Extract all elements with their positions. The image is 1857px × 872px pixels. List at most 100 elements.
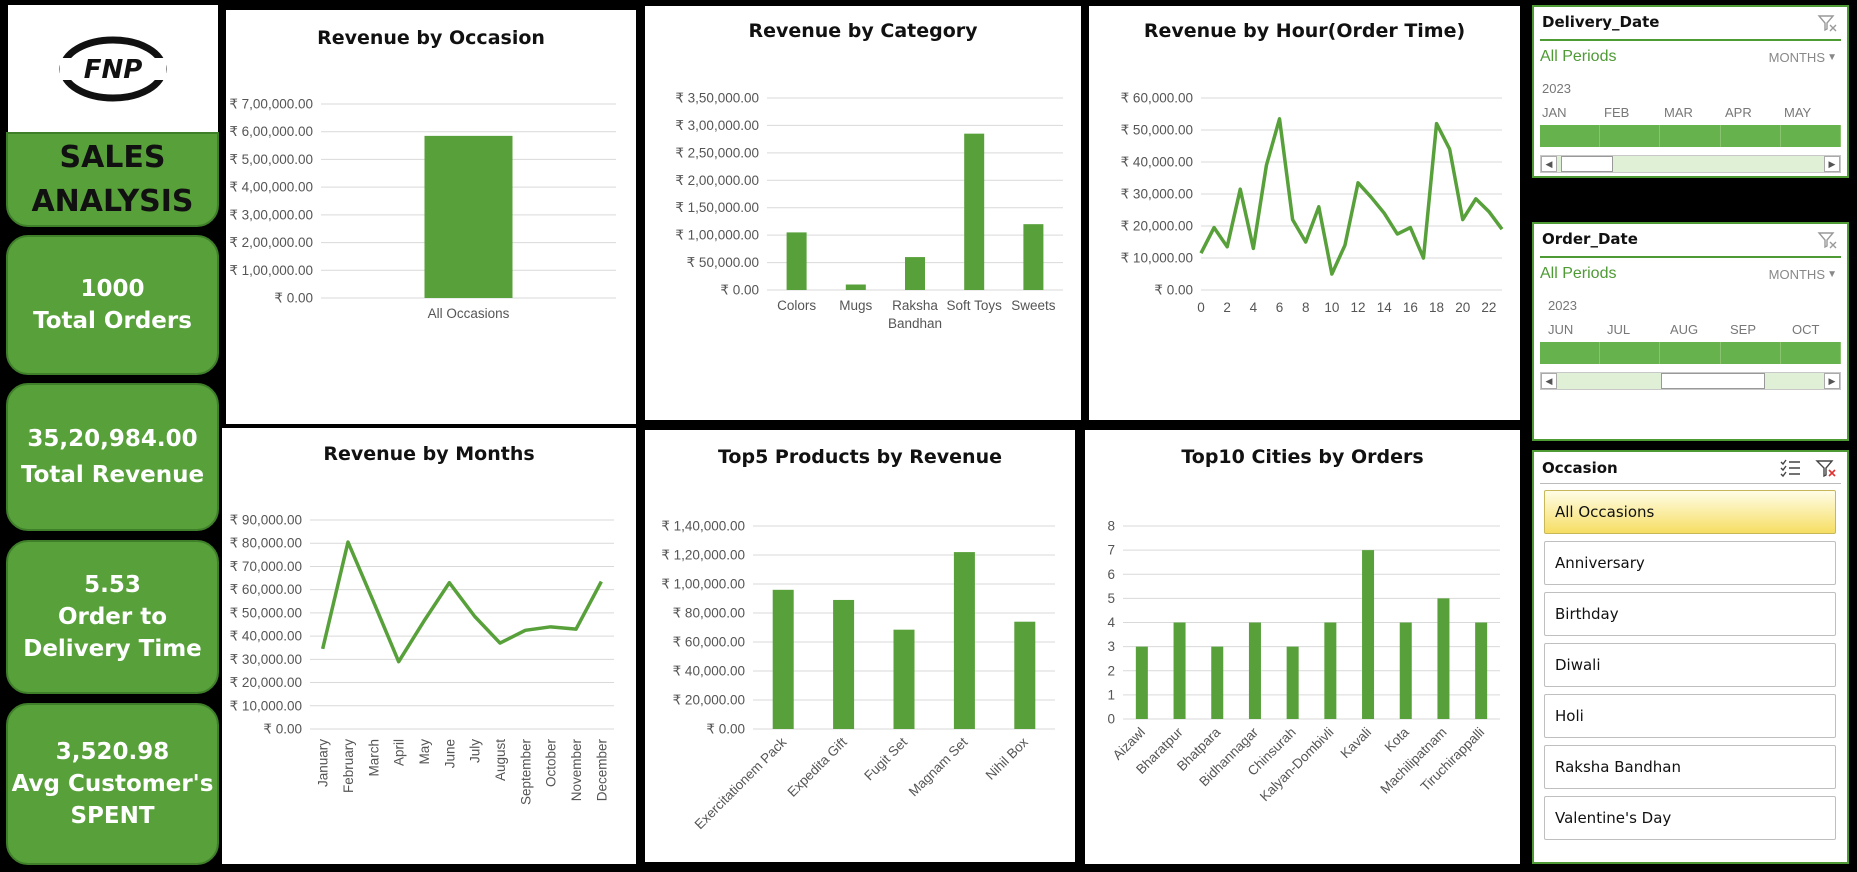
sales-analysis-title: SALES ANALYSIS (6, 132, 219, 227)
x-tick-label: 2 (1223, 300, 1231, 315)
x-tick-label: 16 (1403, 300, 1418, 315)
series-line (320, 540, 603, 664)
y-tick-label: ₹ 6,00,000.00 (229, 124, 313, 139)
y-tick-label: 7 (1107, 543, 1115, 558)
fnp-logo-icon: FNP (59, 36, 167, 102)
occasion-item-valentines-day[interactable]: Valentine's Day (1544, 796, 1836, 840)
month-label: JUL (1607, 322, 1631, 337)
occasion-item-all-occasions[interactable]: All Occasions (1544, 490, 1836, 534)
kpi-value: 1000 (80, 276, 145, 302)
scroll-left-icon[interactable]: ◀ (1541, 373, 1557, 389)
x-tick-label: March (366, 739, 381, 777)
timeline-bar[interactable] (1540, 125, 1842, 147)
y-tick-label: ₹ 40,000.00 (230, 629, 302, 644)
x-tick-label: Colors (777, 298, 816, 313)
x-tick-label: November (569, 739, 584, 802)
chart-title: Revenue by Hour(Order Time) (1144, 20, 1465, 42)
y-tick-label: 6 (1107, 567, 1115, 582)
clear-filter-icon[interactable] (1817, 230, 1837, 250)
month-label: MAY (1784, 105, 1812, 120)
bar (1286, 646, 1299, 719)
slicer-rule (1540, 256, 1841, 258)
kpi-label: Total Orders (33, 308, 192, 334)
clear-filter-icon[interactable] (1815, 458, 1837, 478)
y-tick-label: 1 (1107, 687, 1115, 702)
x-tick-label: Expedita Gift (784, 734, 849, 799)
occasion-item-birthday[interactable]: Birthday (1544, 592, 1836, 636)
occasion-item-anniversary[interactable]: Anniversary (1544, 541, 1836, 585)
kpi-value: 3,520.98 (55, 739, 170, 765)
scroll-right-icon[interactable]: ▶ (1824, 373, 1840, 389)
bar (905, 257, 925, 290)
bar (1475, 622, 1488, 719)
chart-top10-cities: Top10 Cities by Orders 0 1 2 3 4 5 6 7 8 Aizawl Bha… (1085, 430, 1520, 864)
y-tick-label: ₹ 20,000.00 (230, 675, 302, 690)
y-tick-label: ₹ 3,50,000.00 (675, 91, 759, 106)
x-tick-label: 10 (1324, 300, 1339, 315)
kpi-value: 5.53 (84, 572, 141, 598)
y-tick-label: 4 (1107, 615, 1115, 630)
y-tick-label: ₹ 1,00,000.00 (229, 263, 313, 278)
month-label: JUN (1548, 322, 1574, 337)
y-tick-label: ₹ 40,000.00 (1121, 155, 1193, 170)
timeline-scrollbar[interactable]: ◀ ▶ (1540, 372, 1841, 390)
timeline-scrollbar[interactable]: ◀ ▶ (1540, 155, 1841, 173)
y-tick-label: ₹ 1,20,000.00 (661, 548, 745, 563)
x-tick-label: Kota (1382, 724, 1413, 755)
brand-logo: FNP (8, 5, 218, 133)
period-label[interactable]: All Periods (1540, 265, 1617, 282)
scroll-thumb[interactable] (1561, 156, 1613, 172)
x-tick-label: Soft Toys (947, 298, 1003, 313)
bar (833, 599, 855, 729)
clear-filter-icon[interactable] (1817, 13, 1837, 33)
y-tick-label: 8 (1107, 519, 1115, 534)
chart-svg: Revenue by Category ₹ 0.00 ₹ 50,000.00 ₹ 1,… (675, 20, 1063, 331)
x-tick-label: Kavali (1338, 725, 1375, 762)
month-label: SEP (1730, 322, 1757, 337)
bar (893, 629, 915, 729)
bar (1399, 622, 1412, 719)
scroll-thumb[interactable] (1661, 373, 1765, 389)
chevron-down-icon[interactable]: ▼ (1827, 269, 1837, 280)
y-tick-label: ₹ 40,000.00 (673, 664, 745, 679)
occasion-item-holi[interactable]: Holi (1544, 694, 1836, 738)
x-tick-label: April (392, 739, 407, 766)
bar (1324, 622, 1337, 719)
bar (1437, 598, 1450, 719)
bar (772, 589, 794, 729)
multi-select-icon[interactable] (1779, 458, 1801, 478)
occasion-item-diwali[interactable]: Diwali (1544, 643, 1836, 687)
y-tick-label: ₹ 10,000.00 (1121, 251, 1193, 266)
y-tick-label: ₹ 0.00 (274, 291, 313, 306)
kpi-label-line-1: Order to (57, 604, 168, 630)
chevron-down-icon[interactable]: ▼ (1827, 52, 1837, 63)
time-level-dropdown[interactable]: MONTHS (1768, 267, 1825, 282)
chart-top5-products: Top5 Products by Revenue ₹ 0.00 ₹ 20,000.0… (645, 430, 1075, 862)
x-tick-label: May (417, 739, 432, 765)
month-label: APR (1725, 105, 1752, 120)
x-tick-label: Fugit Set (861, 734, 910, 783)
chart-revenue-by-hour: Revenue by Hour(Order Time) ₹ 0.00 ₹ 10,00… (1089, 6, 1520, 420)
chart-revenue-by-category: Revenue by Category ₹ 0.00 ₹ 50,000.00 ₹ 1,… (645, 6, 1081, 420)
bar (1248, 622, 1261, 719)
y-tick-label: ₹ 0.00 (720, 283, 759, 298)
x-tick-label: Raksha (892, 298, 938, 313)
bar (964, 133, 985, 290)
timeline-bar[interactable] (1540, 342, 1842, 364)
scroll-left-icon[interactable]: ◀ (1541, 156, 1557, 172)
x-tick-label: February (341, 739, 356, 793)
slicer-title: Order_Date (1542, 230, 1638, 248)
kpi-value: 35,20,984.00 (27, 426, 198, 452)
time-level-dropdown[interactable]: MONTHS (1768, 50, 1825, 65)
series-line (1199, 117, 1504, 276)
y-tick-label: 2 (1107, 663, 1115, 678)
x-tick-label: Nihil Box (983, 734, 1031, 782)
occasion-item-raksha-bandhan[interactable]: Raksha Bandhan (1544, 745, 1836, 789)
period-label[interactable]: All Periods (1540, 48, 1617, 65)
kpi-delivery-time: 5.53 Order to Delivery Time (6, 540, 219, 694)
scroll-right-icon[interactable]: ▶ (1824, 156, 1840, 172)
x-tick-label: July (468, 739, 483, 763)
y-tick-label: ₹ 3,00,000.00 (229, 207, 313, 222)
bar (953, 552, 975, 729)
y-tick-label: ₹ 0.00 (1154, 283, 1193, 298)
